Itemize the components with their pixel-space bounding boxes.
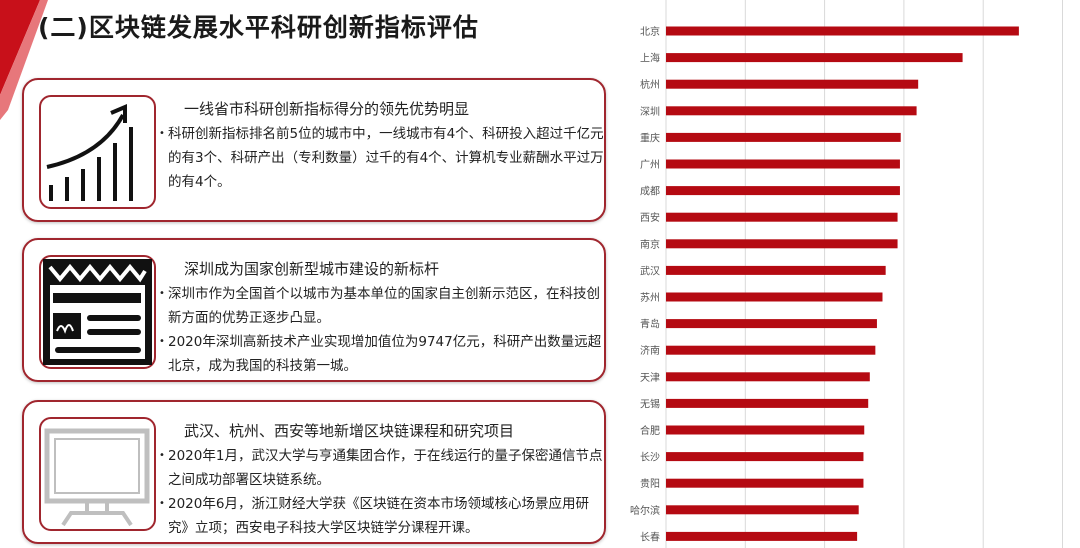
bar-济南 (666, 345, 876, 355)
category-label: 济南 (640, 344, 660, 357)
bullet-text: 2020年1月，武汉大学与亨通集团合作，于在线运行的量子保密通信节点之间成功部署… (159, 444, 606, 492)
category-label: 成都 (640, 186, 660, 198)
bar-合肥 (666, 425, 865, 435)
category-label: 杭州 (640, 78, 660, 91)
bar-天津 (666, 372, 870, 382)
category-label: 深圳 (640, 106, 660, 118)
bar-重庆 (666, 132, 901, 142)
info-card-1: 一线省市科研创新指标得分的领先优势明显 科研创新指标排名前5位的城市中，一线城市… (22, 78, 606, 222)
bullet-text: 深圳市作为全国首个以城市为基本单位的国家自主创新示范区，在科技创新方面的优势正逐… (159, 282, 606, 330)
category-label: 苏州 (640, 291, 660, 304)
card-heading: 武汉、杭州、西安等地新增区块链课程和研究项目 (184, 422, 515, 440)
category-label: 广州 (640, 159, 660, 171)
category-label: 哈尔滨 (630, 504, 660, 517)
category-label: 南京 (640, 238, 660, 251)
bullet-text: 2020年深圳高新技术产业实现增加值位为9747亿元，科研产出数量远超北京，成为… (159, 330, 606, 378)
category-label: 贵阳 (640, 477, 660, 490)
category-label: 合肥 (640, 424, 660, 437)
category-label: 上海 (640, 52, 660, 65)
category-label: 长沙 (640, 452, 660, 464)
bar-北京 (666, 26, 1019, 36)
bar-武汉 (666, 265, 886, 275)
bar-广州 (666, 159, 900, 169)
info-card-2: 深圳成为国家创新型城市建设的新标杆 深圳市作为全国首个以城市为基本单位的国家自主… (22, 238, 606, 382)
bar-苏州 (666, 292, 883, 302)
bullet-text: 2020年6月，浙江财经大学获《区块链在资本市场领域核心场景应用研究》立项；西安… (159, 492, 606, 540)
category-label: 无锡 (640, 397, 660, 410)
info-card-3: 武汉、杭州、西安等地新增区块链课程和研究项目 2020年1月，武汉大学与亨通集团… (22, 400, 606, 544)
category-label: 重庆 (640, 131, 660, 144)
bullet-text: 科研创新指标排名前5位的城市中，一线城市有4个、科研投入超过千亿元的有3个、科研… (159, 122, 606, 194)
card-heading: 一线省市科研创新指标得分的领先优势明显 (184, 100, 470, 118)
category-label: 天津 (640, 372, 660, 384)
card-heading: 深圳成为国家创新型城市建设的新标杆 (184, 260, 440, 278)
bar-深圳 (666, 106, 917, 116)
page-title: (二)区块链发展水平科研创新指标评估 (38, 13, 479, 42)
growth-chart-icon (39, 95, 156, 209)
category-label: 北京 (640, 25, 660, 38)
bar-成都 (666, 186, 900, 196)
bar-长春 (666, 531, 858, 541)
bar-西安 (666, 212, 898, 222)
newspaper-icon (39, 255, 156, 369)
bar-杭州 (666, 79, 919, 89)
category-label: 长春 (640, 531, 660, 543)
bar-青岛 (666, 319, 877, 329)
corner-decoration (0, 0, 48, 120)
bar-长沙 (666, 452, 864, 462)
bar-哈尔滨 (666, 505, 859, 515)
bar-无锡 (666, 398, 869, 408)
category-label: 青岛 (640, 318, 660, 331)
bar-上海 (666, 53, 963, 63)
city-score-bar-chart: 北京上海杭州深圳重庆广州成都西安南京武汉苏州青岛济南天津无锡合肥长沙贵阳哈尔滨长… (630, 0, 1063, 548)
category-label: 武汉 (640, 264, 660, 277)
monitor-icon (39, 417, 156, 531)
bar-贵阳 (666, 478, 864, 488)
bar-南京 (666, 239, 898, 249)
category-label: 西安 (640, 211, 660, 224)
